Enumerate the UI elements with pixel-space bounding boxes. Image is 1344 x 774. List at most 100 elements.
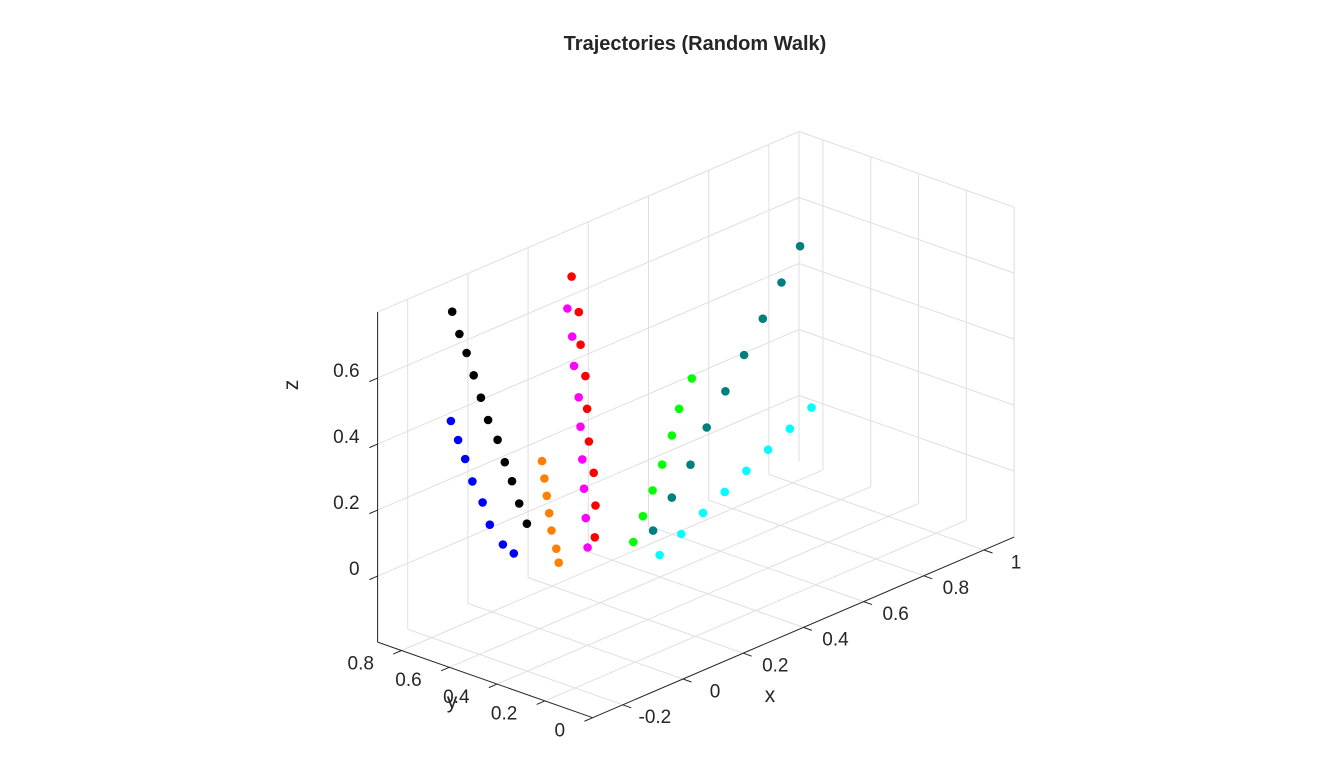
data-point	[552, 544, 561, 553]
grid-line	[449, 486, 871, 668]
data-point	[721, 387, 730, 396]
data-point	[648, 526, 658, 535]
data-point	[687, 374, 697, 383]
grid-line	[496, 503, 919, 685]
data-point	[563, 304, 572, 313]
trajectory-series	[629, 374, 697, 547]
grid-line	[798, 395, 1015, 472]
data-point	[483, 415, 493, 425]
z-tick-label: 0.6	[333, 361, 359, 382]
trajectory-series	[446, 416, 519, 558]
z-tick	[369, 443, 378, 449]
data-point	[547, 526, 556, 535]
data-point	[589, 468, 598, 478]
data-point	[485, 520, 495, 529]
z-tick	[369, 377, 378, 383]
data-point	[567, 272, 576, 281]
grid-line	[588, 551, 804, 628]
y-tick-label: 0	[555, 721, 566, 742]
grid-line	[401, 469, 824, 651]
data-point	[498, 540, 508, 549]
data-point	[500, 457, 510, 467]
data-point	[579, 484, 589, 494]
x-tick-label: 0.2	[762, 655, 788, 676]
grid-line	[377, 197, 800, 379]
data-point	[476, 393, 486, 403]
data-point	[629, 537, 638, 547]
grid-line	[544, 519, 967, 702]
data-point	[576, 422, 585, 432]
data-point	[522, 519, 532, 528]
data-point	[686, 460, 695, 470]
y-tick	[488, 683, 498, 689]
trajectory-series	[447, 307, 532, 528]
data-point	[578, 455, 587, 464]
z-axis-label: z	[280, 380, 303, 391]
data-point	[581, 513, 591, 523]
x-tick	[682, 678, 692, 683]
data-point	[581, 371, 590, 381]
x-tick	[923, 575, 933, 580]
data-point	[758, 314, 768, 324]
data-point	[446, 416, 456, 426]
chart-title: Trajectories (Random Walk)	[564, 33, 827, 55]
data-point	[591, 501, 600, 510]
data-point	[742, 466, 751, 476]
y-tick	[536, 700, 546, 705]
data-point	[478, 498, 487, 507]
data-point	[584, 437, 594, 446]
data-point	[702, 423, 711, 432]
data-point	[537, 456, 547, 466]
grid-line	[798, 131, 1015, 208]
data-point	[468, 477, 477, 486]
data-point	[574, 307, 584, 317]
grid-line	[377, 131, 800, 313]
data-point	[720, 487, 729, 497]
data-point	[447, 307, 457, 317]
y-tick-label: 0.4	[443, 687, 470, 708]
data-point	[763, 445, 773, 455]
grid-line	[708, 499, 924, 577]
grid	[377, 131, 1015, 719]
trajectory-series	[537, 456, 563, 567]
grid-line	[527, 577, 744, 654]
z-tick	[369, 509, 378, 515]
data-point	[542, 491, 552, 501]
grid-line	[377, 329, 800, 511]
grid-line	[768, 473, 985, 551]
grid-line	[377, 263, 800, 445]
data-point	[493, 435, 502, 445]
trajectory-series	[563, 304, 592, 552]
data-point	[453, 435, 463, 445]
data-point	[554, 558, 563, 567]
grid-line	[798, 329, 1015, 406]
z-tick-label: 0	[349, 559, 360, 580]
y-tick-label: 0.2	[491, 704, 517, 725]
x-tick-label: 0.6	[882, 604, 908, 625]
data-point	[462, 348, 471, 358]
data-point	[655, 550, 664, 560]
x-tick-label: -0.2	[639, 707, 672, 728]
x-tick	[803, 626, 813, 631]
trajectory-series	[567, 272, 600, 542]
grid-line	[377, 395, 800, 577]
data-point	[795, 241, 805, 251]
data-point	[777, 278, 786, 287]
data-point	[507, 476, 517, 486]
trajectory-series	[648, 241, 805, 535]
grid-line	[798, 197, 1015, 274]
data-point	[667, 493, 677, 502]
x-tick-label: 0	[710, 681, 721, 702]
data-points	[446, 241, 816, 567]
data-point	[739, 350, 749, 360]
data-point	[582, 404, 592, 414]
data-point	[807, 403, 816, 412]
data-point	[544, 508, 554, 518]
x-tick	[983, 549, 993, 554]
x-axis-label: x	[765, 684, 776, 707]
data-point	[677, 529, 686, 539]
y-tick	[584, 717, 593, 722]
z-tick-label: 0.4	[333, 427, 360, 448]
trajectory-series	[655, 403, 816, 560]
z-tick-label: 0.2	[333, 493, 359, 514]
